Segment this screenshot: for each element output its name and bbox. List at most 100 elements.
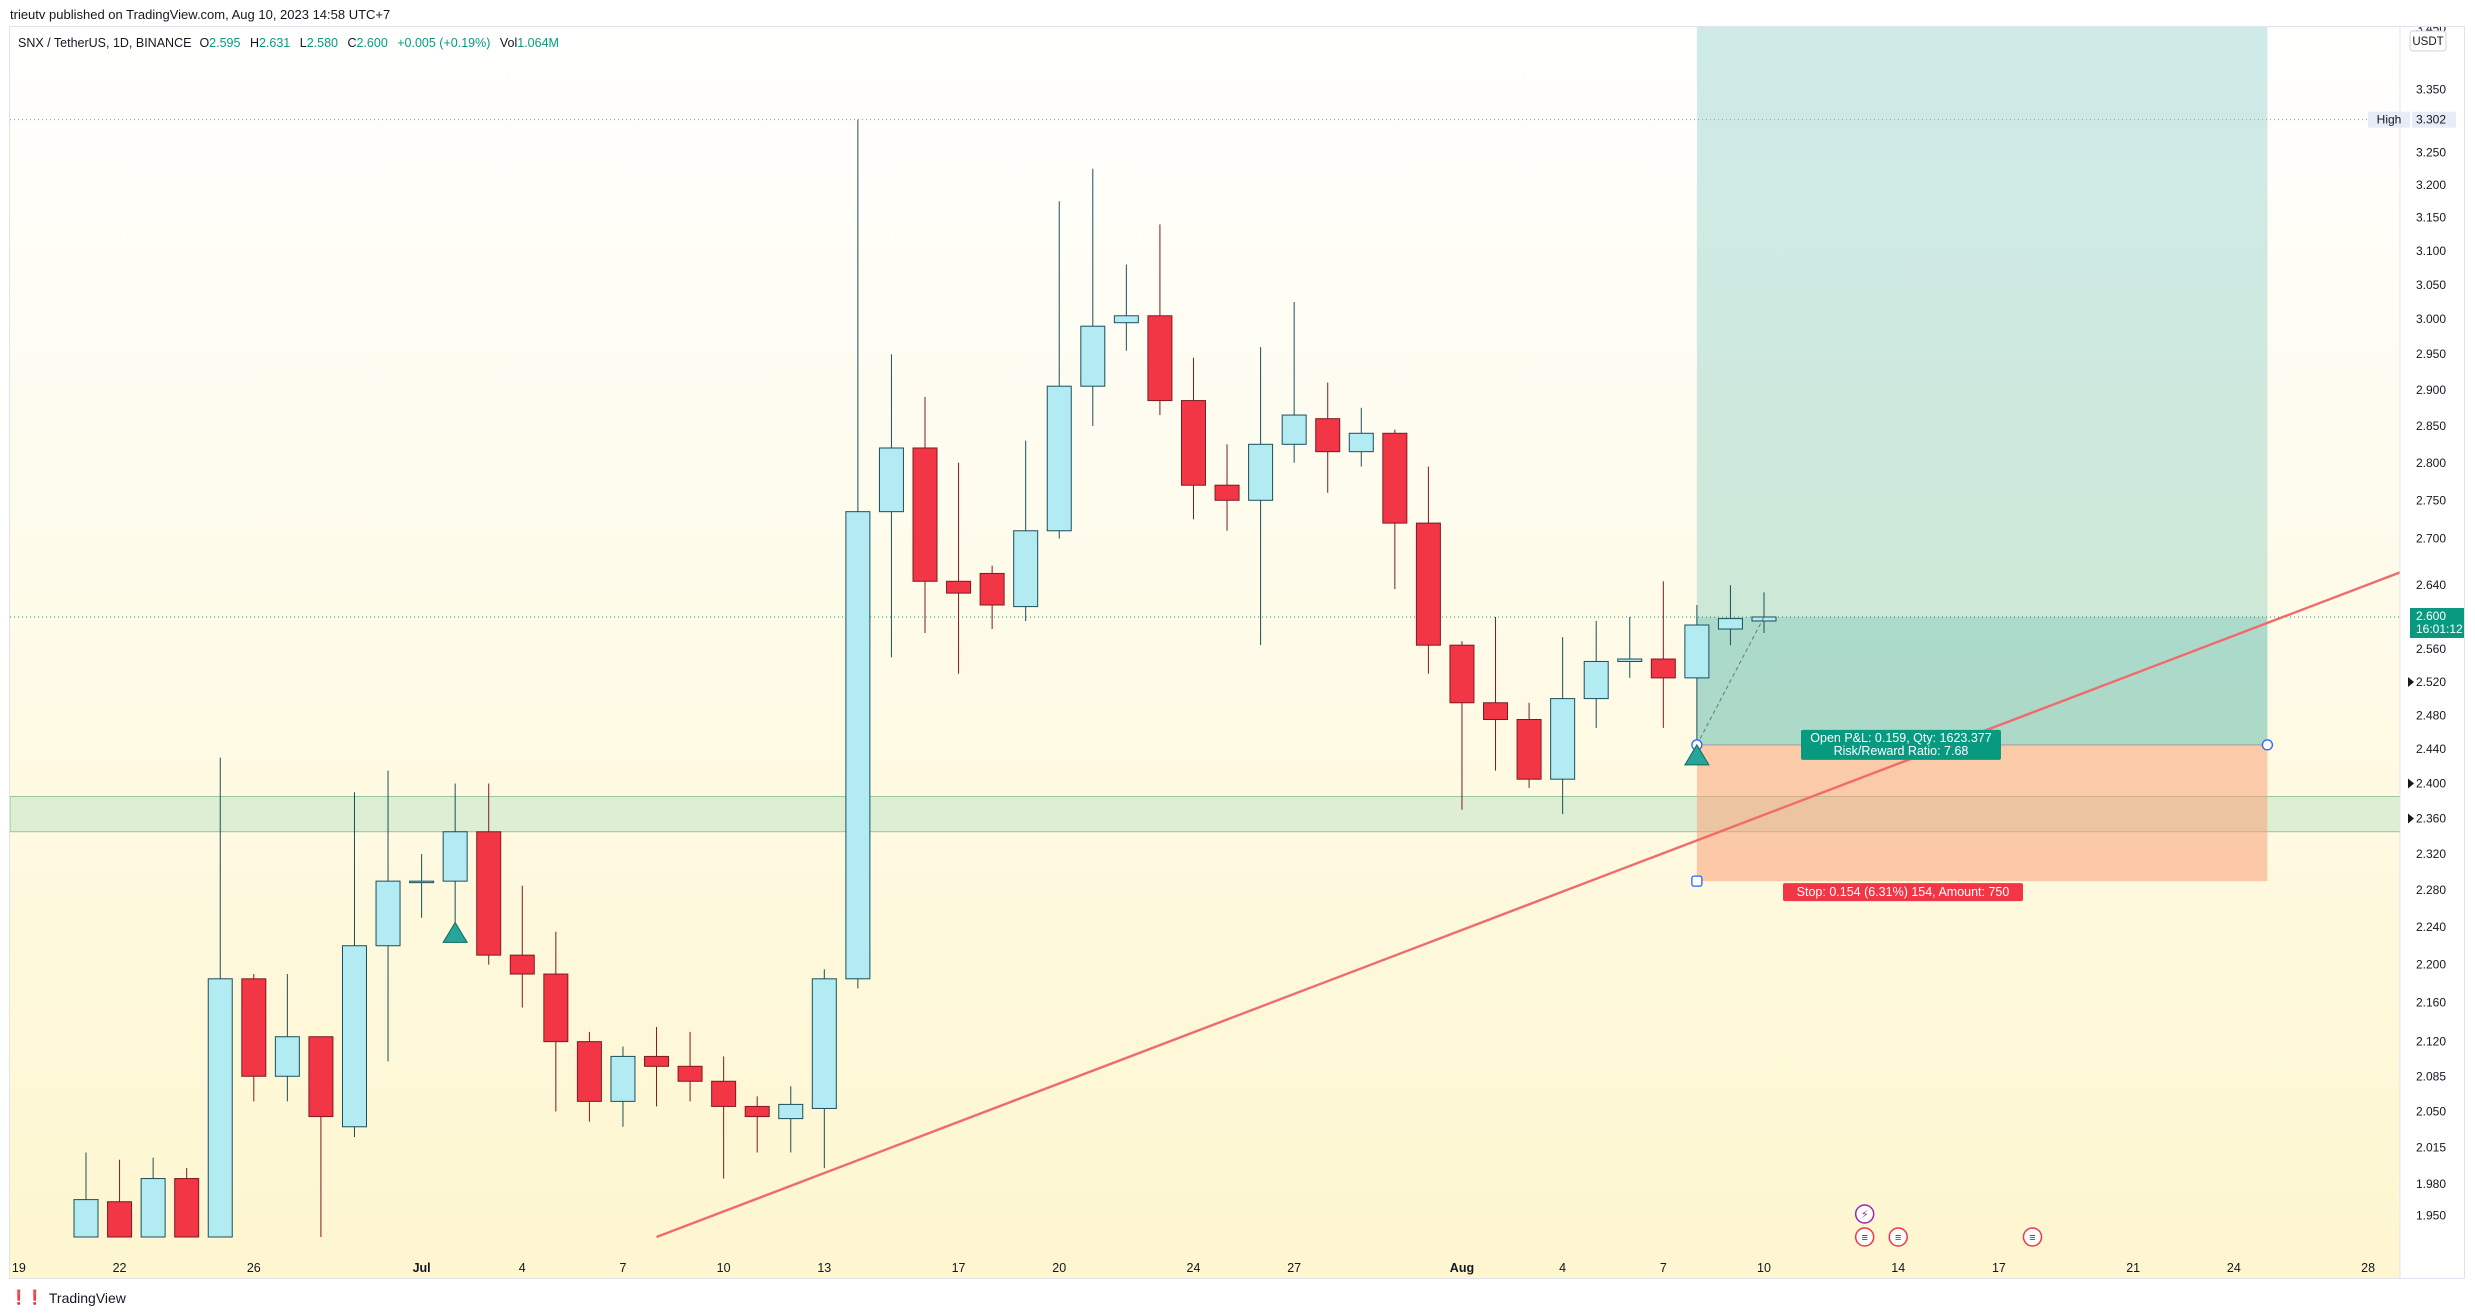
us-flag-icon [2022, 1227, 2043, 1247]
us-flag-icon [1888, 1227, 1908, 1247]
legend-volume-label: Vol [500, 36, 517, 50]
candle-body [1180, 400, 1206, 486]
x-tick-label: 20 [1052, 1261, 1066, 1275]
pnl-label-box [1801, 729, 2001, 760]
candle [73, 1152, 99, 1238]
y-tick-label: 2.320 [2416, 847, 2446, 861]
candle [241, 974, 267, 1102]
candle [576, 1031, 602, 1122]
last-price-value: 2.600 [2416, 609, 2446, 623]
y-tick-label: 2.050 [2416, 1104, 2446, 1118]
candle [1483, 616, 1509, 771]
candle [375, 770, 401, 1062]
candle-body [1617, 658, 1643, 662]
legend-open-label: O [199, 36, 209, 50]
candle [174, 1168, 200, 1238]
x-tick-label: 22 [113, 1261, 127, 1275]
candle [1415, 466, 1441, 674]
candle-body [946, 580, 972, 594]
candle [274, 974, 300, 1102]
stop-label-box [1783, 883, 2023, 902]
candle-body [1315, 418, 1341, 453]
candle-body [811, 978, 837, 1109]
footer-brand-text: TradingView [48, 1289, 126, 1306]
y-tick-label: 2.560 [2416, 642, 2446, 656]
x-tick-label: 10 [717, 1261, 731, 1275]
candlestick-chart[interactable]: Open P&L: 0.159, Qty: 1623.377Risk/Rewar… [10, 27, 2464, 1278]
x-tick-label: 7 [1660, 1261, 1667, 1275]
x-tick-label: 28 [2361, 1261, 2375, 1275]
axis-marker-arrow [2408, 677, 2414, 688]
footer-brand[interactable]: ❗❗ TradingView [10, 1289, 126, 1306]
candle [1113, 264, 1139, 351]
us-flag-icon [1854, 1227, 1875, 1247]
x-tick-label: 27 [1287, 1261, 1301, 1275]
candle-body [1751, 616, 1777, 622]
candle-body [711, 1080, 737, 1107]
tradingview-logo-icon: ❗❗ [10, 1289, 44, 1305]
bolt-icon-glyph: ⚡ [1861, 1209, 1869, 1221]
candle-body [174, 1178, 200, 1238]
candle [509, 885, 535, 1008]
countdown-value: 16:01:12 [2416, 622, 2463, 636]
candle-body [1013, 530, 1039, 608]
y-tick-label: 2.160 [2416, 996, 2446, 1010]
y-tick-label: 2.200 [2416, 958, 2446, 972]
y-tick-label: 2.950 [2416, 347, 2446, 361]
x-tick-label: 14 [1891, 1261, 1905, 1275]
candle-body [1516, 719, 1542, 780]
open-profit-zone [1696, 616, 2268, 745]
candle-body [1684, 624, 1710, 679]
x-tick-label: 4 [519, 1261, 526, 1275]
x-tick-label: Aug [1450, 1261, 1474, 1275]
stop-zone [1696, 744, 2268, 882]
x-tick-label: 24 [2227, 1261, 2241, 1275]
candle [979, 565, 1005, 630]
candle [207, 757, 233, 1238]
candle-body [341, 945, 367, 1128]
us-flag-icon-glyph: ≡ [2029, 1232, 2035, 1244]
candle-body [308, 1036, 334, 1118]
y-tick-label: 3.150 [2416, 211, 2446, 225]
candle-body [140, 1178, 166, 1238]
y-tick-label: 3.250 [2416, 146, 2446, 160]
rr-label: Risk/Reward Ratio: 7.68 [1834, 744, 1969, 758]
candle-body [442, 831, 468, 882]
y-tick-label: 2.360 [2416, 811, 2446, 825]
candle [1717, 585, 1743, 646]
candle-body [1550, 698, 1576, 780]
candle [543, 931, 569, 1112]
candle-body [1449, 644, 1475, 704]
x-tick-label: Jul [413, 1261, 431, 1275]
candle [811, 969, 837, 1169]
y-tick-label: 3.000 [2416, 312, 2446, 326]
candle [1046, 201, 1072, 539]
candle-body [1348, 432, 1374, 453]
x-tick-label: 7 [619, 1261, 626, 1275]
candle-body [207, 978, 233, 1238]
buy-signal-marker [442, 921, 469, 943]
candle-body [878, 447, 904, 513]
candle-body [1650, 658, 1676, 679]
candle [409, 854, 435, 918]
y-tick-label: 2.640 [2416, 578, 2446, 592]
candle-body [375, 880, 401, 947]
x-tick-label: 10 [1757, 1261, 1771, 1275]
candle-body [1483, 702, 1509, 721]
y-tick-label: 2.700 [2416, 531, 2446, 545]
x-tick-label: 26 [247, 1261, 261, 1275]
y-tick-label: 2.480 [2416, 708, 2446, 722]
x-tick-label: 24 [1187, 1261, 1201, 1275]
chart-frame[interactable]: Open P&L: 0.159, Qty: 1623.377 Risk/Rewar… [9, 26, 2465, 1279]
candle [1684, 605, 1710, 750]
candle [1180, 357, 1206, 520]
bolt-icon [1854, 1204, 1875, 1224]
y-tick-label: 2.400 [2416, 777, 2446, 791]
candle-body [610, 1055, 636, 1102]
candle-body [1583, 660, 1609, 700]
y-tick-label: 2.280 [2416, 883, 2446, 897]
candle-body [677, 1065, 703, 1082]
candle-body [912, 447, 938, 582]
candle [1248, 347, 1274, 646]
candle-body [1382, 432, 1408, 524]
